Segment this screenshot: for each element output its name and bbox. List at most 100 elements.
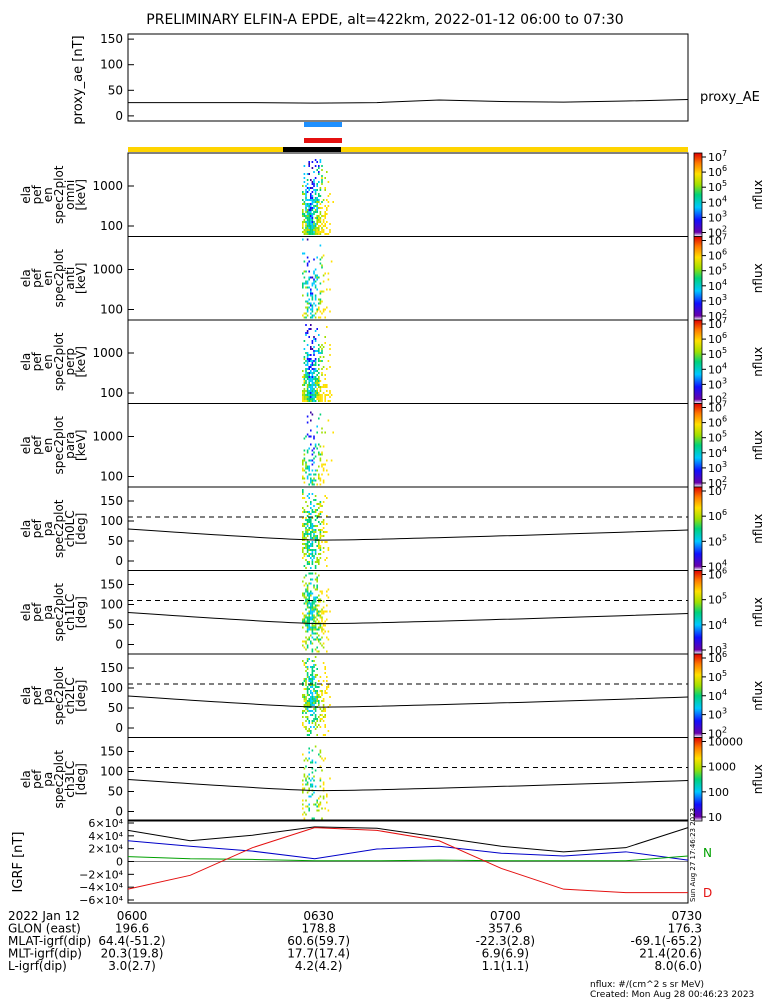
- colorbar-tick: 106: [708, 415, 727, 430]
- igrf-legend-n: N: [703, 846, 712, 860]
- footer-note-created: Created: Mon Aug 28 00:46:23 2023: [590, 990, 754, 1000]
- ylabel-perp: perp: [63, 348, 77, 376]
- proxy-ae-ytick: 150: [100, 32, 123, 46]
- side-timestamp: Sun Aug 27 17:46:23 2023: [689, 808, 697, 902]
- proxy-ae-panel: proxy_ae [nT] 150 100 50 0 proxy_AE: [71, 32, 760, 124]
- igrf-ytick: 2×10⁴: [88, 843, 123, 856]
- ylabel-anti: ela: [19, 269, 33, 287]
- colorbar-tick: 107: [708, 233, 727, 248]
- spectrogram-ch3LC: [302, 745, 331, 820]
- ylabel-ch2LC: spec2plot: [52, 666, 66, 725]
- colorbar-tick: 105: [708, 533, 727, 548]
- ytick-ch1LC: 50: [108, 618, 123, 632]
- colorbar-tick: 104: [708, 445, 727, 460]
- ytick-ch2LC: 50: [108, 701, 123, 715]
- ylabel-para: [keV]: [74, 430, 88, 461]
- ytick-ch3LC: 100: [100, 765, 123, 779]
- footer-row-label: GLON (east): [8, 922, 81, 936]
- colorbar-omni: [693, 152, 703, 237]
- proxy-ae-ylabel: proxy_ae [nT]: [71, 35, 86, 124]
- colorbar-tick: 103: [708, 293, 727, 308]
- proxy-ae-line: [128, 99, 689, 104]
- footer-note-nflux: nflux: #/(cm^2 s sr MeV): [590, 980, 704, 990]
- igrf-series-2: [127, 855, 689, 862]
- colorbar-tick: 105: [708, 263, 727, 278]
- spectrogram-perp: [302, 324, 333, 402]
- proxy-ae-ytick: 100: [100, 58, 123, 72]
- footer-value: 21.4(20.6): [639, 947, 702, 961]
- spectrogram-anti: [302, 238, 333, 319]
- footer-table: 2022 Jan 12 0600 0630 0700 0730 GLON (east) 19…: [8, 909, 702, 973]
- spectrogram-omni: [302, 159, 334, 235]
- ylabel-anti: spec2plot: [52, 249, 66, 308]
- footer-value: 17.7(17.4): [287, 947, 350, 961]
- igrf-series-0: [127, 826, 689, 853]
- footer-value: 4.2(4.2): [295, 959, 343, 973]
- colorbar-perp: [693, 319, 703, 404]
- eclipse-bar: [283, 147, 341, 152]
- ylabel-omni: en: [41, 187, 55, 202]
- ylabel-anti: pef: [30, 268, 44, 288]
- panel-perp: 1000100elapefenspec2plotperp[keV]1071061…: [19, 316, 765, 407]
- ylabel-ch1LC: ch1LC: [63, 594, 77, 631]
- colorbar-label: nflux: [751, 347, 765, 377]
- ylabel-perp: en: [41, 354, 55, 369]
- spectrogram-ch1LC: [302, 572, 331, 653]
- ylabel-perp: ela: [19, 353, 33, 371]
- colorbar-tick: 10000: [708, 736, 743, 749]
- ylabel-ch0LC: pef: [30, 518, 44, 538]
- panel-omni: 1000100elapefenspec2plotomni[keV]1071061…: [19, 149, 765, 240]
- colorbar-tick: 100: [708, 786, 729, 799]
- ylabel-ch3LC: [deg]: [74, 763, 88, 795]
- igrf-ytick: −6×10⁴: [79, 894, 123, 907]
- proxy-ae-legend: proxy_AE: [700, 90, 760, 105]
- ylabel-para: en: [41, 438, 55, 453]
- colorbar-tick: 106: [708, 331, 727, 346]
- colorbar-label: nflux: [751, 681, 765, 711]
- colorbar-tick: 104: [708, 617, 727, 632]
- footer-value: 357.6: [488, 922, 522, 936]
- colorbar-tick: 106: [708, 508, 727, 523]
- colorbar-tick: 107: [708, 149, 727, 164]
- colorbar-label: nflux: [751, 514, 765, 544]
- panel-anti: 1000100elapefenspec2plotanti[keV]1071061…: [19, 233, 765, 324]
- ytick-ch1LC: 150: [100, 578, 123, 592]
- colorbar-tick: 106: [708, 650, 727, 665]
- proxy-ae-ytick: 50: [108, 83, 123, 97]
- footer-value: 64.4(-51.2): [98, 934, 165, 948]
- colorbar-tick: 107: [708, 316, 727, 331]
- colorbar-ch0LC: [693, 486, 703, 571]
- ytick-perp: 1000: [92, 346, 123, 360]
- ylabel-ch1LC: pa: [41, 605, 55, 620]
- ylabel-ch0LC: ch0LC: [63, 510, 77, 547]
- colorbar-tick: 105: [708, 669, 727, 684]
- ylabel-para: ela: [19, 436, 33, 454]
- spectrogram-ch0LC: [302, 489, 330, 569]
- ylabel-omni: pef: [30, 184, 44, 204]
- ylabel-omni: [keV]: [74, 179, 88, 210]
- igrf-series-3: [127, 827, 688, 894]
- colorbar-ch3LC: [693, 737, 703, 822]
- panel-para: 1000100elapefenspec2plotpara[keV]1071061…: [19, 400, 765, 491]
- spectrogram-para: [302, 411, 334, 486]
- colorbar-tick: 104: [708, 688, 727, 703]
- ylabel-para: pef: [30, 435, 44, 455]
- colorbar-label: nflux: [751, 764, 765, 794]
- figure-title: PRELIMINARY ELFIN-A EPDE, alt=422km, 202…: [146, 12, 623, 28]
- ylabel-ch2LC: ch2LC: [63, 677, 77, 714]
- igrf-ytick: 6×10⁴: [88, 817, 123, 830]
- ytick-ch2LC: 100: [100, 681, 123, 695]
- ylabel-anti: anti: [63, 267, 77, 290]
- ylabel-perp: [keV]: [74, 346, 88, 377]
- footer-row-label: MLT-igrf(dip): [8, 947, 82, 961]
- colorbar-tick: 103: [708, 460, 727, 475]
- colorbar-tick: 103: [708, 707, 727, 722]
- footer-value: -22.3(2.8): [476, 934, 536, 948]
- colorbar-tick: 104: [708, 361, 727, 376]
- ylabel-anti: en: [41, 271, 55, 286]
- footer-value: 0700: [490, 909, 521, 923]
